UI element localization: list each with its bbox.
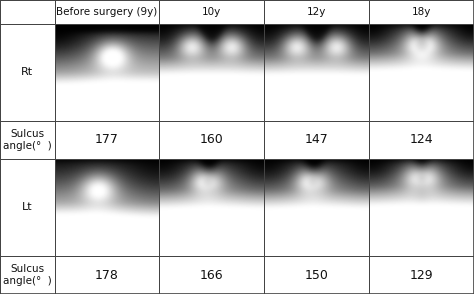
Text: Lt: Lt [22, 203, 33, 213]
Text: Before surgery (9y): Before surgery (9y) [56, 7, 158, 17]
Text: 124: 124 [410, 133, 433, 146]
Text: Rt: Rt [21, 67, 33, 77]
Text: 12y: 12y [307, 7, 327, 17]
Text: 177: 177 [95, 133, 119, 146]
Text: Sulcus
angle(°  ): Sulcus angle(° ) [3, 129, 52, 151]
Text: 18y: 18y [412, 7, 431, 17]
Text: 129: 129 [410, 268, 433, 282]
Text: 178: 178 [95, 268, 119, 282]
Text: 160: 160 [200, 133, 224, 146]
Text: 150: 150 [305, 268, 328, 282]
Text: Sulcus
angle(°  ): Sulcus angle(° ) [3, 264, 52, 286]
Text: 147: 147 [305, 133, 328, 146]
Text: 166: 166 [200, 268, 224, 282]
Text: 10y: 10y [202, 7, 221, 17]
